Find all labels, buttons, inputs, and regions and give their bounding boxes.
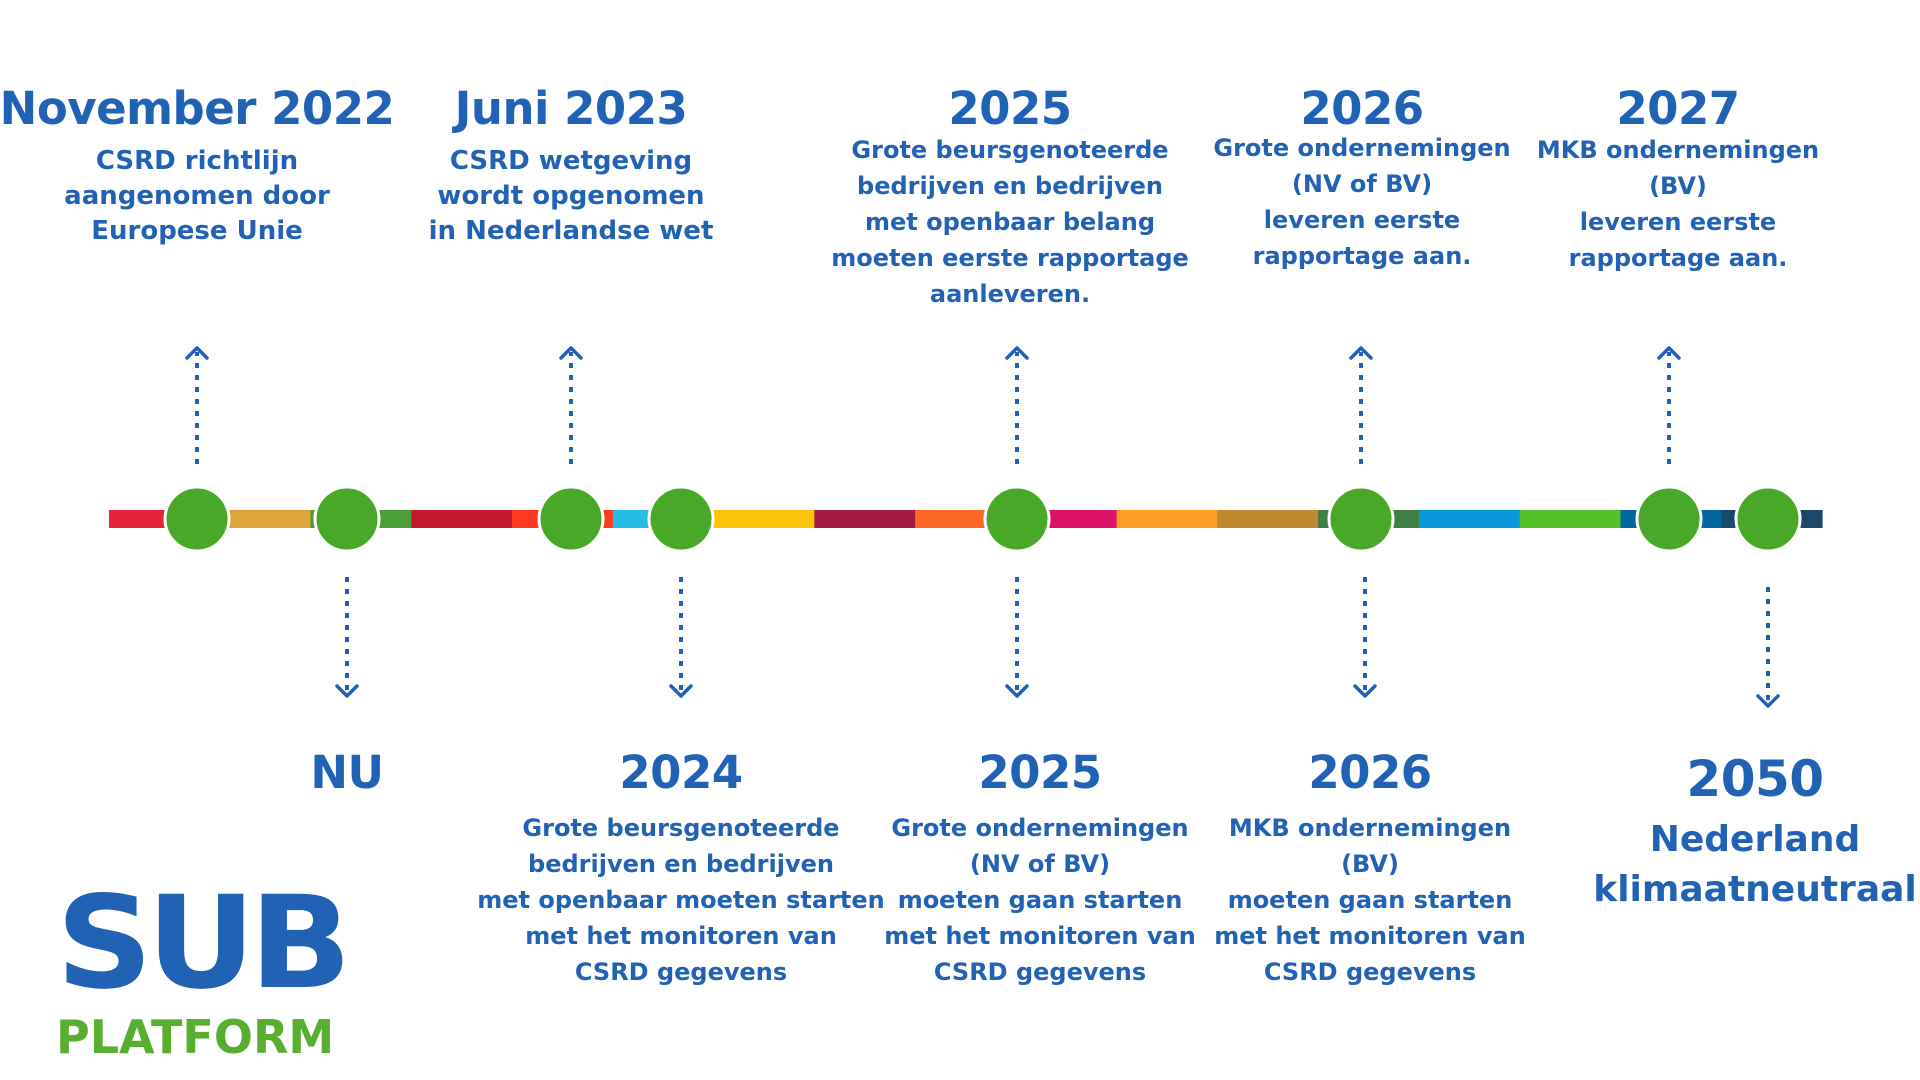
arrow-head-icon [1005,684,1029,698]
event-title: 2027 [1616,82,1740,135]
desc-line: CSRD richtlijn [95,145,299,176]
desc-line: Grote beursgenoteerde [851,135,1169,164]
desc-line: (BV) [1649,171,1707,200]
desc-line: bedrijven en bedrijven [528,849,834,878]
desc-line: met openbaar moeten starten [477,885,885,914]
timeline-stripe-segment [1519,510,1622,528]
desc-line: CSRD gegevens [574,957,788,986]
desc-line: (NV of BV) [1291,169,1433,198]
event-bottom-2024: 2024 Grote beursgenoteerde bedrijven en … [477,748,885,990]
timeline-node [163,485,231,553]
event-description: MKB ondernemingen (BV) leveren eerste ra… [1537,132,1819,276]
desc-line: MKB ondernemingen [1536,135,1820,164]
event-top-2025: 2025 Grote beursgenoteerde bedrijven en … [831,84,1189,312]
desc-line: leveren eerste [1263,205,1461,234]
desc-line: in Nederlandse wet [428,215,714,246]
event-title: November 2022 [0,82,395,135]
desc-line: Nederland [1649,819,1861,860]
event-title: Juni 2023 [454,82,688,135]
desc-line: MKB ondernemingen [1228,813,1512,842]
desc-line: met het monitoren van [1214,921,1526,950]
event-description: CSRD richtlijn aangenomen door Europese … [0,144,394,249]
sub-platform-logo: SUB PLATFORM [56,880,352,1064]
desc-line: (BV) [1341,849,1399,878]
event-title: 2026 [1308,746,1432,799]
event-bottom-nu: NU [310,746,384,799]
timeline-node [983,485,1051,553]
event-title: NU [310,746,384,799]
timeline-stripe-segment [713,510,815,528]
arrow-head-icon [559,346,583,360]
desc-line: wordt opgenomen [437,180,705,211]
desc-line: Grote beursgenoteerde [522,813,840,842]
timeline-stripe-segment [814,510,916,528]
event-title: 2026 [1300,82,1424,135]
logo-sub-text: SUB [56,869,352,1018]
arrow-head-icon [669,684,693,698]
arrow-head-icon [1756,694,1780,708]
arrow-head-icon [1657,346,1681,360]
timeline-stripe-segment [1116,510,1219,528]
desc-line: rapportage aan. [1252,241,1472,270]
event-top-2026: 2026 Grote ondernemingen (NV of BV) leve… [1213,84,1510,274]
timeline-node [537,485,605,553]
timeline-node [1734,485,1802,553]
desc-line: aangenomen door [64,180,330,211]
event-bottom-2050: 2050 Nederland klimaatneutraal [1593,752,1917,916]
desc-line: bedrijven en bedrijven [857,171,1163,200]
desc-line: CSRD gegevens [1263,957,1477,986]
desc-line: Grote ondernemingen [1213,133,1511,162]
event-description: MKB ondernemingen (BV) moeten gaan start… [1214,810,1526,990]
arrow-head-icon [335,684,359,698]
desc-line: met openbaar belang [864,207,1156,236]
event-description: Grote ondernemingen (NV of BV) moeten ga… [884,810,1196,990]
event-top-jun-2023: Juni 2023 CSRD wetgeving wordt opgenomen… [429,84,714,249]
timeline-stripe-segment [209,510,312,528]
timeline-node [647,485,715,553]
event-bottom-2026: 2026 MKB ondernemingen (BV) moeten gaan … [1214,748,1526,990]
event-description: Grote beursgenoteerde bedrijven en bedri… [831,132,1189,312]
desc-line: aanleveren. [929,279,1091,308]
arrow-head-icon [1005,346,1029,360]
desc-line: Europese Unie [91,215,303,246]
arrow-head-icon [1353,684,1377,698]
event-title: 2050 [1686,750,1824,808]
event-bottom-2025: 2025 Grote ondernemingen (NV of BV) moet… [884,748,1196,990]
desc-line: (NV of BV) [969,849,1111,878]
timeline-stripe-segment [1418,510,1521,528]
arrow-head-icon [1349,346,1373,360]
timeline-node [1635,485,1703,553]
desc-line: leveren eerste [1579,207,1777,236]
desc-line: CSRD gegevens [933,957,1147,986]
desc-line: CSRD wetgeving [449,145,693,176]
event-description: Grote ondernemingen (NV of BV) leveren e… [1213,130,1510,274]
timeline-stripe-segment [411,510,513,528]
desc-line: moeten eerste rapportage [831,243,1189,272]
arrow-head-icon [185,346,209,360]
event-description: Grote beursgenoteerde bedrijven en bedri… [477,810,885,990]
timeline-node [1327,485,1395,553]
desc-line: moeten gaan starten [1227,885,1513,914]
event-description: Nederland klimaatneutraal [1593,815,1917,916]
event-description: CSRD wetgeving wordt opgenomen in Nederl… [429,144,714,249]
timeline-node [313,485,381,553]
event-title: 2025 [948,82,1072,135]
desc-line: rapportage aan. [1568,243,1788,272]
logo-platform-text: PLATFORM [56,1010,335,1064]
timeline-stripe-segment [1217,510,1319,528]
desc-line: klimaatneutraal [1593,869,1917,911]
desc-line: Grote ondernemingen [891,813,1189,842]
event-title: 2025 [978,746,1102,799]
desc-line: met het monitoren van [884,921,1196,950]
desc-line: met het monitoren van [525,921,837,950]
event-top-nov-2022: November 2022 CSRD richtlijn aangenomen … [0,82,395,249]
event-top-2027: 2027 MKB ondernemingen (BV) leveren eers… [1537,84,1819,276]
event-title: 2024 [619,746,743,799]
desc-line: moeten gaan starten [897,885,1183,914]
